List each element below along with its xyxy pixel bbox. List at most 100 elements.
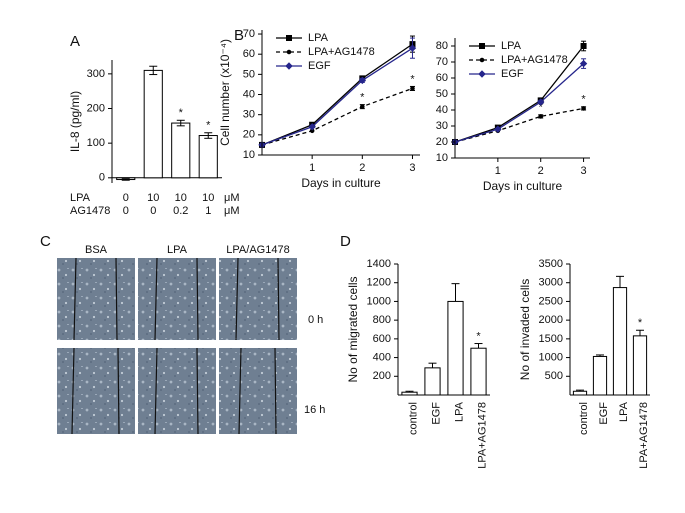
y-tick-label: 20: [243, 129, 255, 141]
x-tick-label: 2: [359, 162, 365, 174]
wound-edge: [277, 257, 280, 341]
error-bar: [176, 119, 185, 127]
error-bar: [121, 178, 130, 181]
y-tick-label: 100: [87, 137, 105, 149]
y-tick-label: 1500: [539, 333, 563, 345]
y-tick-label: 40: [243, 88, 255, 100]
x-tick-label: EGF: [598, 402, 610, 425]
significance-marker: *: [581, 93, 586, 105]
x-tick-label: EGF: [430, 402, 442, 425]
point: [479, 57, 485, 63]
row-value: 0: [123, 205, 129, 217]
row-unit: μM: [224, 192, 240, 204]
y-axis-label: No of invaded cells: [518, 279, 532, 380]
error-bar: [359, 77, 365, 83]
series-line: [454, 45, 585, 143]
x-tick-label: 1: [309, 162, 315, 174]
error-bar: [405, 390, 414, 393]
panel-label: B: [234, 27, 244, 44]
y-axis-label: Cell number (x10⁻⁴): [218, 39, 232, 146]
x-tick-label: 3: [581, 165, 587, 177]
y-tick-label: 200: [373, 370, 391, 382]
error-bar: [409, 37, 415, 59]
micrograph: [138, 348, 216, 434]
y-tick-label: 30: [436, 120, 448, 132]
series-line: [454, 107, 584, 143]
column-label: LPA/AG1478: [226, 244, 289, 256]
row-value: 10: [175, 192, 187, 204]
bar: [143, 69, 163, 179]
row-value: 1: [205, 205, 211, 217]
error-bar: [581, 58, 587, 69]
row-unit: μM: [224, 205, 240, 217]
y-tick-label: 70: [243, 28, 255, 40]
micrograph: [138, 258, 216, 340]
row-name: AG1478: [70, 205, 110, 217]
error-bar: [359, 104, 365, 110]
column-label: LPA: [167, 244, 188, 256]
point: [308, 123, 316, 131]
error-bar: [636, 329, 644, 336]
y-tick-label: 500: [545, 370, 563, 382]
row-label: 0 h: [308, 314, 323, 326]
y-tick-label: 200: [87, 102, 105, 114]
bar: [171, 122, 191, 179]
wound-edge: [73, 257, 77, 341]
x-tick-label: LPA: [618, 401, 630, 422]
y-tick-label: 1200: [367, 277, 391, 289]
legend-label: LPA+AG1478: [308, 46, 375, 58]
error-bar: [576, 389, 584, 392]
row-label: 16 h: [304, 404, 325, 416]
y-tick-label: 300: [87, 68, 105, 80]
y-tick-label: 40: [436, 104, 448, 116]
series-line: [261, 43, 413, 146]
wound-edge: [115, 257, 118, 341]
bar: [632, 335, 648, 396]
error-bar: [474, 343, 483, 349]
y-tick-label: 1000: [367, 295, 391, 307]
bar: [447, 300, 464, 396]
y-tick-label: 10: [243, 149, 255, 161]
y-axis-label: No of migrated cells: [346, 276, 360, 382]
row-value: 0.2: [173, 205, 188, 217]
x-tick-label: LPA+AG1478: [476, 402, 488, 469]
column-label: BSA: [85, 244, 108, 256]
error-bar: [616, 275, 624, 288]
panel-label: D: [340, 233, 351, 250]
wound-edge: [235, 257, 239, 341]
significance-marker: *: [410, 73, 415, 85]
series-line: [261, 47, 413, 146]
y-tick-label: 1400: [367, 258, 391, 270]
bar: [424, 367, 441, 396]
error-bar: [409, 85, 415, 91]
wound-edge: [154, 347, 158, 435]
wound-edge: [196, 257, 199, 341]
error-bar: [204, 132, 213, 139]
legend-label: LPA+AG1478: [501, 54, 568, 66]
wound-edge: [154, 257, 158, 341]
y-tick-label: 60: [243, 48, 255, 60]
error-bar: [581, 40, 587, 52]
y-tick-label: 1000: [539, 351, 563, 363]
bar: [470, 347, 487, 396]
error-bar: [451, 283, 460, 302]
wound-edge: [71, 347, 75, 435]
error-bar: [538, 99, 544, 105]
y-tick-label: 50: [436, 88, 448, 100]
point: [285, 62, 293, 70]
y-tick-label: 60: [436, 72, 448, 84]
y-tick-label: 3000: [539, 277, 563, 289]
significance-marker: *: [206, 120, 211, 132]
wound-edge: [238, 347, 242, 435]
error-bar: [428, 362, 437, 368]
bar: [592, 355, 608, 396]
row-name: LPA: [70, 192, 91, 204]
x-axis-label: Days in culture: [301, 176, 381, 190]
error-bar: [149, 65, 158, 76]
y-tick-label: 800: [373, 314, 391, 326]
error-bar: [581, 106, 587, 111]
wound-edge: [196, 347, 199, 435]
point: [286, 49, 292, 55]
significance-marker: *: [476, 330, 481, 342]
row-value: 0: [123, 192, 129, 204]
